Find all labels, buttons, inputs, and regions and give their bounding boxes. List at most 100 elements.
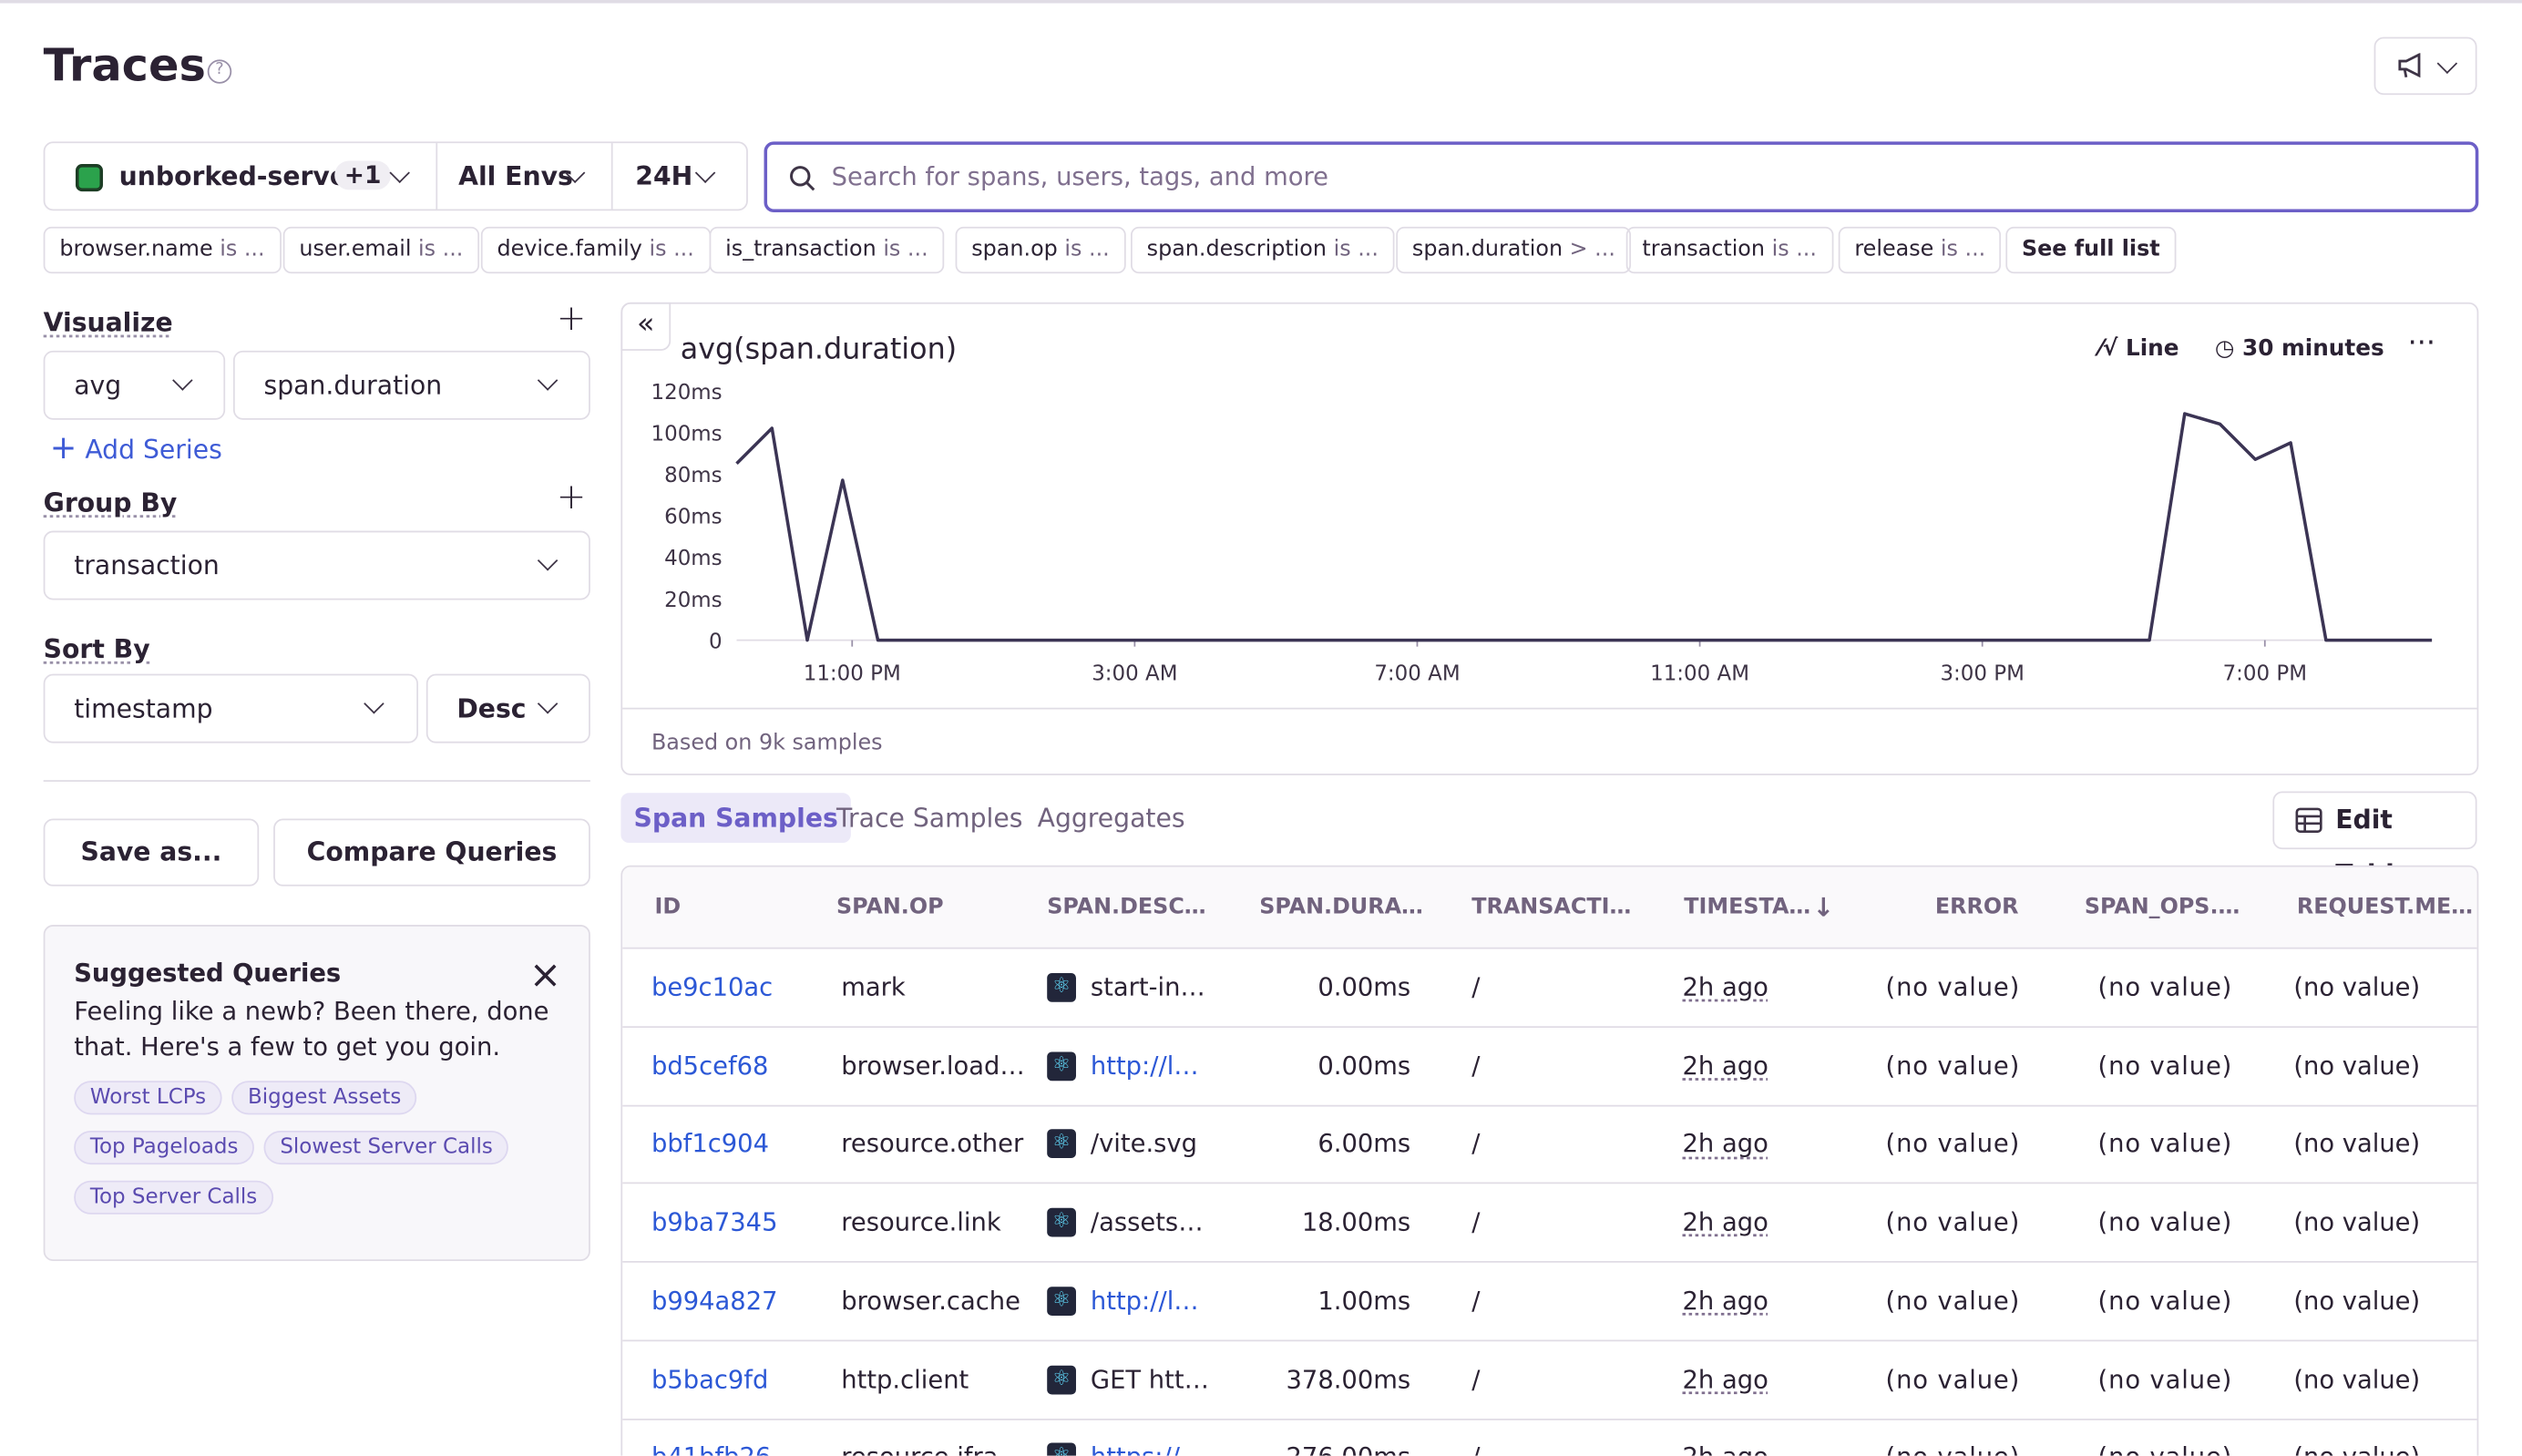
- suggested-tag[interactable]: Slowest Server Calls: [264, 1131, 509, 1164]
- filter-key: user.email: [299, 236, 411, 261]
- filter-chip[interactable]: is_transaction is ...: [709, 227, 944, 273]
- span-icon: ⚛: [1047, 1130, 1076, 1159]
- table-cell[interactable]: bbf1c904: [651, 1130, 769, 1159]
- visualize-label: Visualize: [44, 307, 173, 338]
- suggested-tag[interactable]: Worst LCPs: [74, 1081, 222, 1114]
- table-cell[interactable]: 2h ago: [1683, 1443, 1768, 1456]
- chart-type: Line: [2126, 336, 2179, 362]
- table-cell: (no value): [1886, 1443, 2021, 1456]
- see-full-list[interactable]: See full list: [2005, 227, 2176, 273]
- tab[interactable]: Trace Samples: [824, 793, 1036, 843]
- chart-type-button[interactable]: ⁄√ Line: [2099, 336, 2179, 362]
- table-cell: http.client: [841, 1365, 969, 1394]
- compare-button[interactable]: Compare Queries: [273, 819, 590, 887]
- search-icon: [788, 164, 817, 193]
- column-header[interactable]: ID: [654, 895, 681, 920]
- chart-title: avg(span.duration): [681, 333, 957, 366]
- more-button[interactable]: ···: [2408, 326, 2435, 360]
- add-series-text: Add Series: [85, 435, 222, 466]
- top-border: [0, 0, 2522, 4]
- env-selector[interactable]: All Envs: [458, 161, 573, 192]
- filter-key: device.family: [497, 236, 641, 261]
- field-select[interactable]: span.duration: [233, 351, 590, 420]
- table-cell[interactable]: be9c10ac: [651, 973, 773, 1002]
- divider: [611, 143, 613, 209]
- table-cell[interactable]: b5bac9fd: [651, 1365, 768, 1394]
- table-cell: (no value): [1886, 1051, 2021, 1081]
- column-header[interactable]: SPAN.OP: [836, 895, 944, 920]
- collapse-button[interactable]: «: [620, 302, 671, 351]
- interval: 30 minutes: [2242, 336, 2384, 362]
- tab[interactable]: Aggregates: [1024, 793, 1197, 843]
- select-value: timestamp: [74, 693, 212, 724]
- suggested-tag[interactable]: Biggest Assets: [231, 1081, 417, 1114]
- edit-table-button[interactable]: Edit Table: [2272, 792, 2476, 850]
- column-header[interactable]: SPAN.DESC…: [1047, 895, 1205, 920]
- sort-order-select[interactable]: Desc: [426, 674, 590, 743]
- table-cell: (no value): [2293, 1287, 2420, 1316]
- table-cell[interactable]: bd5cef68: [651, 1051, 768, 1081]
- table-cell: GET htt…: [1091, 1365, 1209, 1394]
- filter-key: browser.name: [59, 236, 212, 261]
- search-bar[interactable]: Search for spans, users, tags, and more: [764, 141, 2479, 212]
- column-header[interactable]: TIMESTA…: [1684, 895, 1810, 920]
- filter-op: is ...: [220, 236, 264, 261]
- interval-button[interactable]: ◷ 30 minutes: [2215, 336, 2384, 362]
- chevron: [538, 550, 558, 570]
- sort-field-select[interactable]: timestamp: [44, 674, 418, 743]
- add-group-by[interactable]: +: [557, 481, 587, 517]
- column-header[interactable]: TRANSACTI…: [1471, 895, 1631, 920]
- filter-chip[interactable]: span.duration > ...: [1396, 227, 1631, 273]
- filter-chip[interactable]: transaction is ...: [1626, 227, 1833, 273]
- filter-chip[interactable]: release is ...: [1839, 227, 2002, 273]
- table-cell[interactable]: b994a827: [651, 1287, 778, 1316]
- divider: [436, 143, 437, 209]
- filter-chip[interactable]: span.description is ...: [1131, 227, 1395, 273]
- aggregate-select[interactable]: avg: [44, 351, 225, 420]
- table-cell[interactable]: 2h ago: [1683, 1130, 1768, 1159]
- table-cell: (no value): [2098, 973, 2233, 1002]
- table-cell[interactable]: 2h ago: [1683, 1365, 1768, 1394]
- table-cell[interactable]: 2h ago: [1683, 1208, 1768, 1237]
- table-cell: (no value): [2293, 973, 2420, 1002]
- suggested-tag[interactable]: Top Pageloads: [74, 1131, 254, 1164]
- suggested-tag[interactable]: Top Server Calls: [74, 1181, 273, 1215]
- table-cell: /: [1471, 1051, 1480, 1081]
- chevron: [389, 163, 409, 183]
- tab[interactable]: Span Samples: [620, 793, 851, 843]
- help-icon[interactable]: ?: [208, 59, 231, 83]
- table-cell: http://l…: [1091, 1287, 1199, 1316]
- table-cell[interactable]: b9ba7345: [651, 1208, 778, 1237]
- table-cell: (no value): [1886, 1287, 2021, 1316]
- column-header[interactable]: SPAN_OPS.…: [2085, 895, 2240, 920]
- save-as-button[interactable]: Save as...: [44, 819, 260, 887]
- table-cell[interactable]: 2h ago: [1683, 973, 1768, 1002]
- column-header[interactable]: REQUEST.ME…: [2297, 895, 2473, 920]
- group-by-select[interactable]: transaction: [44, 531, 590, 600]
- column-header[interactable]: SPAN.DURA…: [1259, 895, 1423, 920]
- table-row-border: [622, 1339, 2478, 1341]
- project-avatar: [76, 164, 103, 191]
- table-cell[interactable]: b41bfb26: [651, 1443, 771, 1456]
- page-title: Traces: [44, 38, 206, 91]
- filter-chip[interactable]: device.family is ...: [481, 227, 711, 273]
- divider: [622, 708, 2476, 710]
- select-value: span.duration: [264, 370, 443, 401]
- table-cell[interactable]: 2h ago: [1683, 1287, 1768, 1316]
- period-selector[interactable]: 24H: [635, 161, 692, 192]
- feedback-button[interactable]: [2374, 37, 2477, 96]
- filter-op: is ...: [1064, 236, 1109, 261]
- table-cell: /: [1471, 1443, 1480, 1456]
- column-header[interactable]: ERROR: [1935, 895, 2019, 920]
- add-series[interactable]: + Add Series: [50, 428, 222, 467]
- add-visualize[interactable]: +: [557, 302, 587, 338]
- filter-chip[interactable]: user.email is ...: [283, 227, 479, 273]
- project-selector[interactable]: unborked-server: [119, 161, 360, 192]
- table-cell[interactable]: 2h ago: [1683, 1051, 1768, 1081]
- table-cell: http://l…: [1091, 1051, 1199, 1081]
- close-button[interactable]: ×: [529, 959, 561, 990]
- filter-chip[interactable]: browser.name is ...: [44, 227, 282, 273]
- filter-chip[interactable]: span.op is ...: [956, 227, 1126, 273]
- suggested-title: Suggested Queries: [74, 959, 559, 988]
